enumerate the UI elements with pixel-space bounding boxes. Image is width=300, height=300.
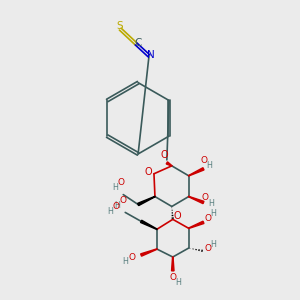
Text: O: O [113, 202, 120, 211]
Text: H: H [107, 207, 113, 216]
Polygon shape [140, 220, 157, 230]
Text: O: O [202, 193, 209, 202]
Text: O: O [118, 178, 125, 187]
Text: O: O [120, 196, 127, 205]
Text: H: H [175, 278, 181, 287]
Text: O: O [144, 167, 152, 177]
Text: H: H [208, 199, 214, 208]
Text: H: H [112, 183, 118, 192]
Text: O: O [201, 156, 208, 165]
Text: H: H [211, 240, 216, 249]
Text: O: O [205, 244, 212, 253]
Text: O: O [160, 150, 168, 160]
Text: O: O [174, 212, 182, 221]
Text: C: C [134, 38, 142, 48]
Polygon shape [166, 162, 172, 166]
Polygon shape [188, 221, 204, 229]
Text: H: H [114, 201, 120, 210]
Text: O: O [205, 214, 212, 223]
Text: H: H [206, 161, 212, 170]
Text: H: H [122, 257, 128, 266]
Polygon shape [188, 168, 204, 176]
Text: O: O [169, 273, 176, 282]
Text: N: N [147, 50, 155, 60]
Text: O: O [129, 254, 136, 262]
Text: H: H [211, 209, 216, 218]
Polygon shape [172, 257, 174, 271]
Polygon shape [188, 196, 204, 204]
Polygon shape [138, 196, 155, 206]
Text: S: S [116, 21, 123, 31]
Polygon shape [141, 249, 157, 256]
